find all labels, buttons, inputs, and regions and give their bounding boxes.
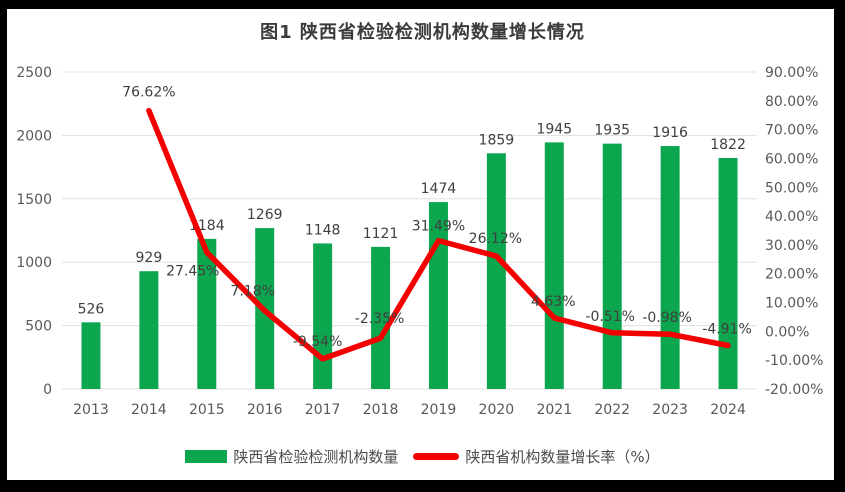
chart-background <box>7 9 834 480</box>
right-axis-tick-label: 50.00% <box>765 180 818 196</box>
x-axis-tick-label: 2014 <box>131 402 167 418</box>
x-axis-tick-label: 2015 <box>189 402 225 418</box>
left-axis-tick-label: 2500 <box>16 65 52 81</box>
bar <box>81 322 101 389</box>
growth-rate-line <box>146 107 731 362</box>
x-axis-tick-label: 2017 <box>305 402 341 418</box>
left-axis-tick-label: 500 <box>25 319 52 335</box>
bar <box>139 271 159 389</box>
growth-rate-label: 76.62% <box>122 85 175 101</box>
right-axis-tick-label: 80.00% <box>765 94 818 110</box>
bar-value-label: 929 <box>136 250 163 266</box>
bar-value-label: 1148 <box>305 222 341 238</box>
growth-rate-label: -9.54% <box>293 334 343 350</box>
right-axis-tick-label: -20.00% <box>765 382 823 398</box>
bar-value-label: 1859 <box>479 132 515 148</box>
bar <box>313 243 333 389</box>
right-axis-tick-label: 20.00% <box>765 267 818 283</box>
left-axis-tick-label: 1000 <box>16 255 52 271</box>
x-axis-tick-label: 2021 <box>536 402 572 418</box>
bar <box>486 153 506 389</box>
growth-rate-label: -0.98% <box>642 310 692 326</box>
x-axis-tick-label: 2022 <box>594 402 630 418</box>
growth-rate-label: -0.51% <box>585 309 635 325</box>
right-axis-tick-label: 30.00% <box>765 238 818 254</box>
x-axis-tick-label: 2013 <box>73 402 109 418</box>
bar <box>660 146 680 389</box>
bar-value-label: 1474 <box>421 181 457 197</box>
growth-rate-label: 7.18% <box>230 284 274 300</box>
growth-rate-label: 31.49% <box>412 219 465 235</box>
legend-line-swatch-icon <box>413 453 460 460</box>
growth-rate-label: 4.63% <box>531 294 575 310</box>
x-axis-tick-label: 2020 <box>479 402 515 418</box>
bar <box>602 143 622 389</box>
growth-rate-label: 26.12% <box>469 231 522 247</box>
legend-bar-label: 陕西省检验检测机构数量 <box>233 448 399 466</box>
x-axis-tick-label: 2018 <box>363 402 399 418</box>
right-axis-tick-label: 10.00% <box>765 296 818 312</box>
right-axis-tick-label: 40.00% <box>765 209 818 225</box>
legend-item-bar-series: 陕西省检验检测机构数量 <box>185 446 398 467</box>
legend-item-line-series: 陕西省机构数量增长率（%） <box>403 446 660 467</box>
growth-rate-label: -4.91% <box>702 322 752 338</box>
bar-value-label: 1945 <box>536 121 572 137</box>
bar-value-label: 1269 <box>247 207 283 223</box>
growth-rate-label: -2.35% <box>355 311 405 327</box>
right-axis-tick-label: 60.00% <box>765 151 818 167</box>
growth-rate-label: 27.45% <box>166 263 219 279</box>
x-axis-tick-label: 2023 <box>652 402 688 418</box>
left-axis-tick-label: 2000 <box>16 128 52 144</box>
bar-value-label: 1822 <box>710 137 746 153</box>
bar <box>718 157 738 389</box>
bar <box>544 142 564 389</box>
legend-line-label: 陕西省机构数量增长率（%） <box>465 448 660 466</box>
bar <box>371 246 391 389</box>
bar-value-label: 1916 <box>652 125 688 141</box>
left-axis-tick-label: 1500 <box>16 192 52 208</box>
chart-title: 图1 陕西省检验检测机构数量增长情况 <box>260 22 585 43</box>
right-axis-tick-label: 90.00% <box>765 65 818 81</box>
x-axis-tick-label: 2019 <box>421 402 457 418</box>
x-axis-tick-label: 2024 <box>710 402 746 418</box>
x-axis-tick-label: 2016 <box>247 402 283 418</box>
bar-value-label: 526 <box>78 301 105 317</box>
right-axis-tick-label: 0.00% <box>765 324 809 340</box>
right-axis-tick-label: 70.00% <box>765 123 818 139</box>
bar <box>197 238 217 389</box>
left-axis-tick-label: 0 <box>43 382 52 398</box>
bar-value-label: 1121 <box>363 226 399 242</box>
right-axis-tick-label: -10.00% <box>765 353 823 369</box>
legend: 陕西省检验检测机构数量 陕西省机构数量增长率（%） <box>0 446 845 467</box>
bar-value-label: 1935 <box>594 123 630 139</box>
legend-bar-swatch-icon <box>185 450 228 463</box>
